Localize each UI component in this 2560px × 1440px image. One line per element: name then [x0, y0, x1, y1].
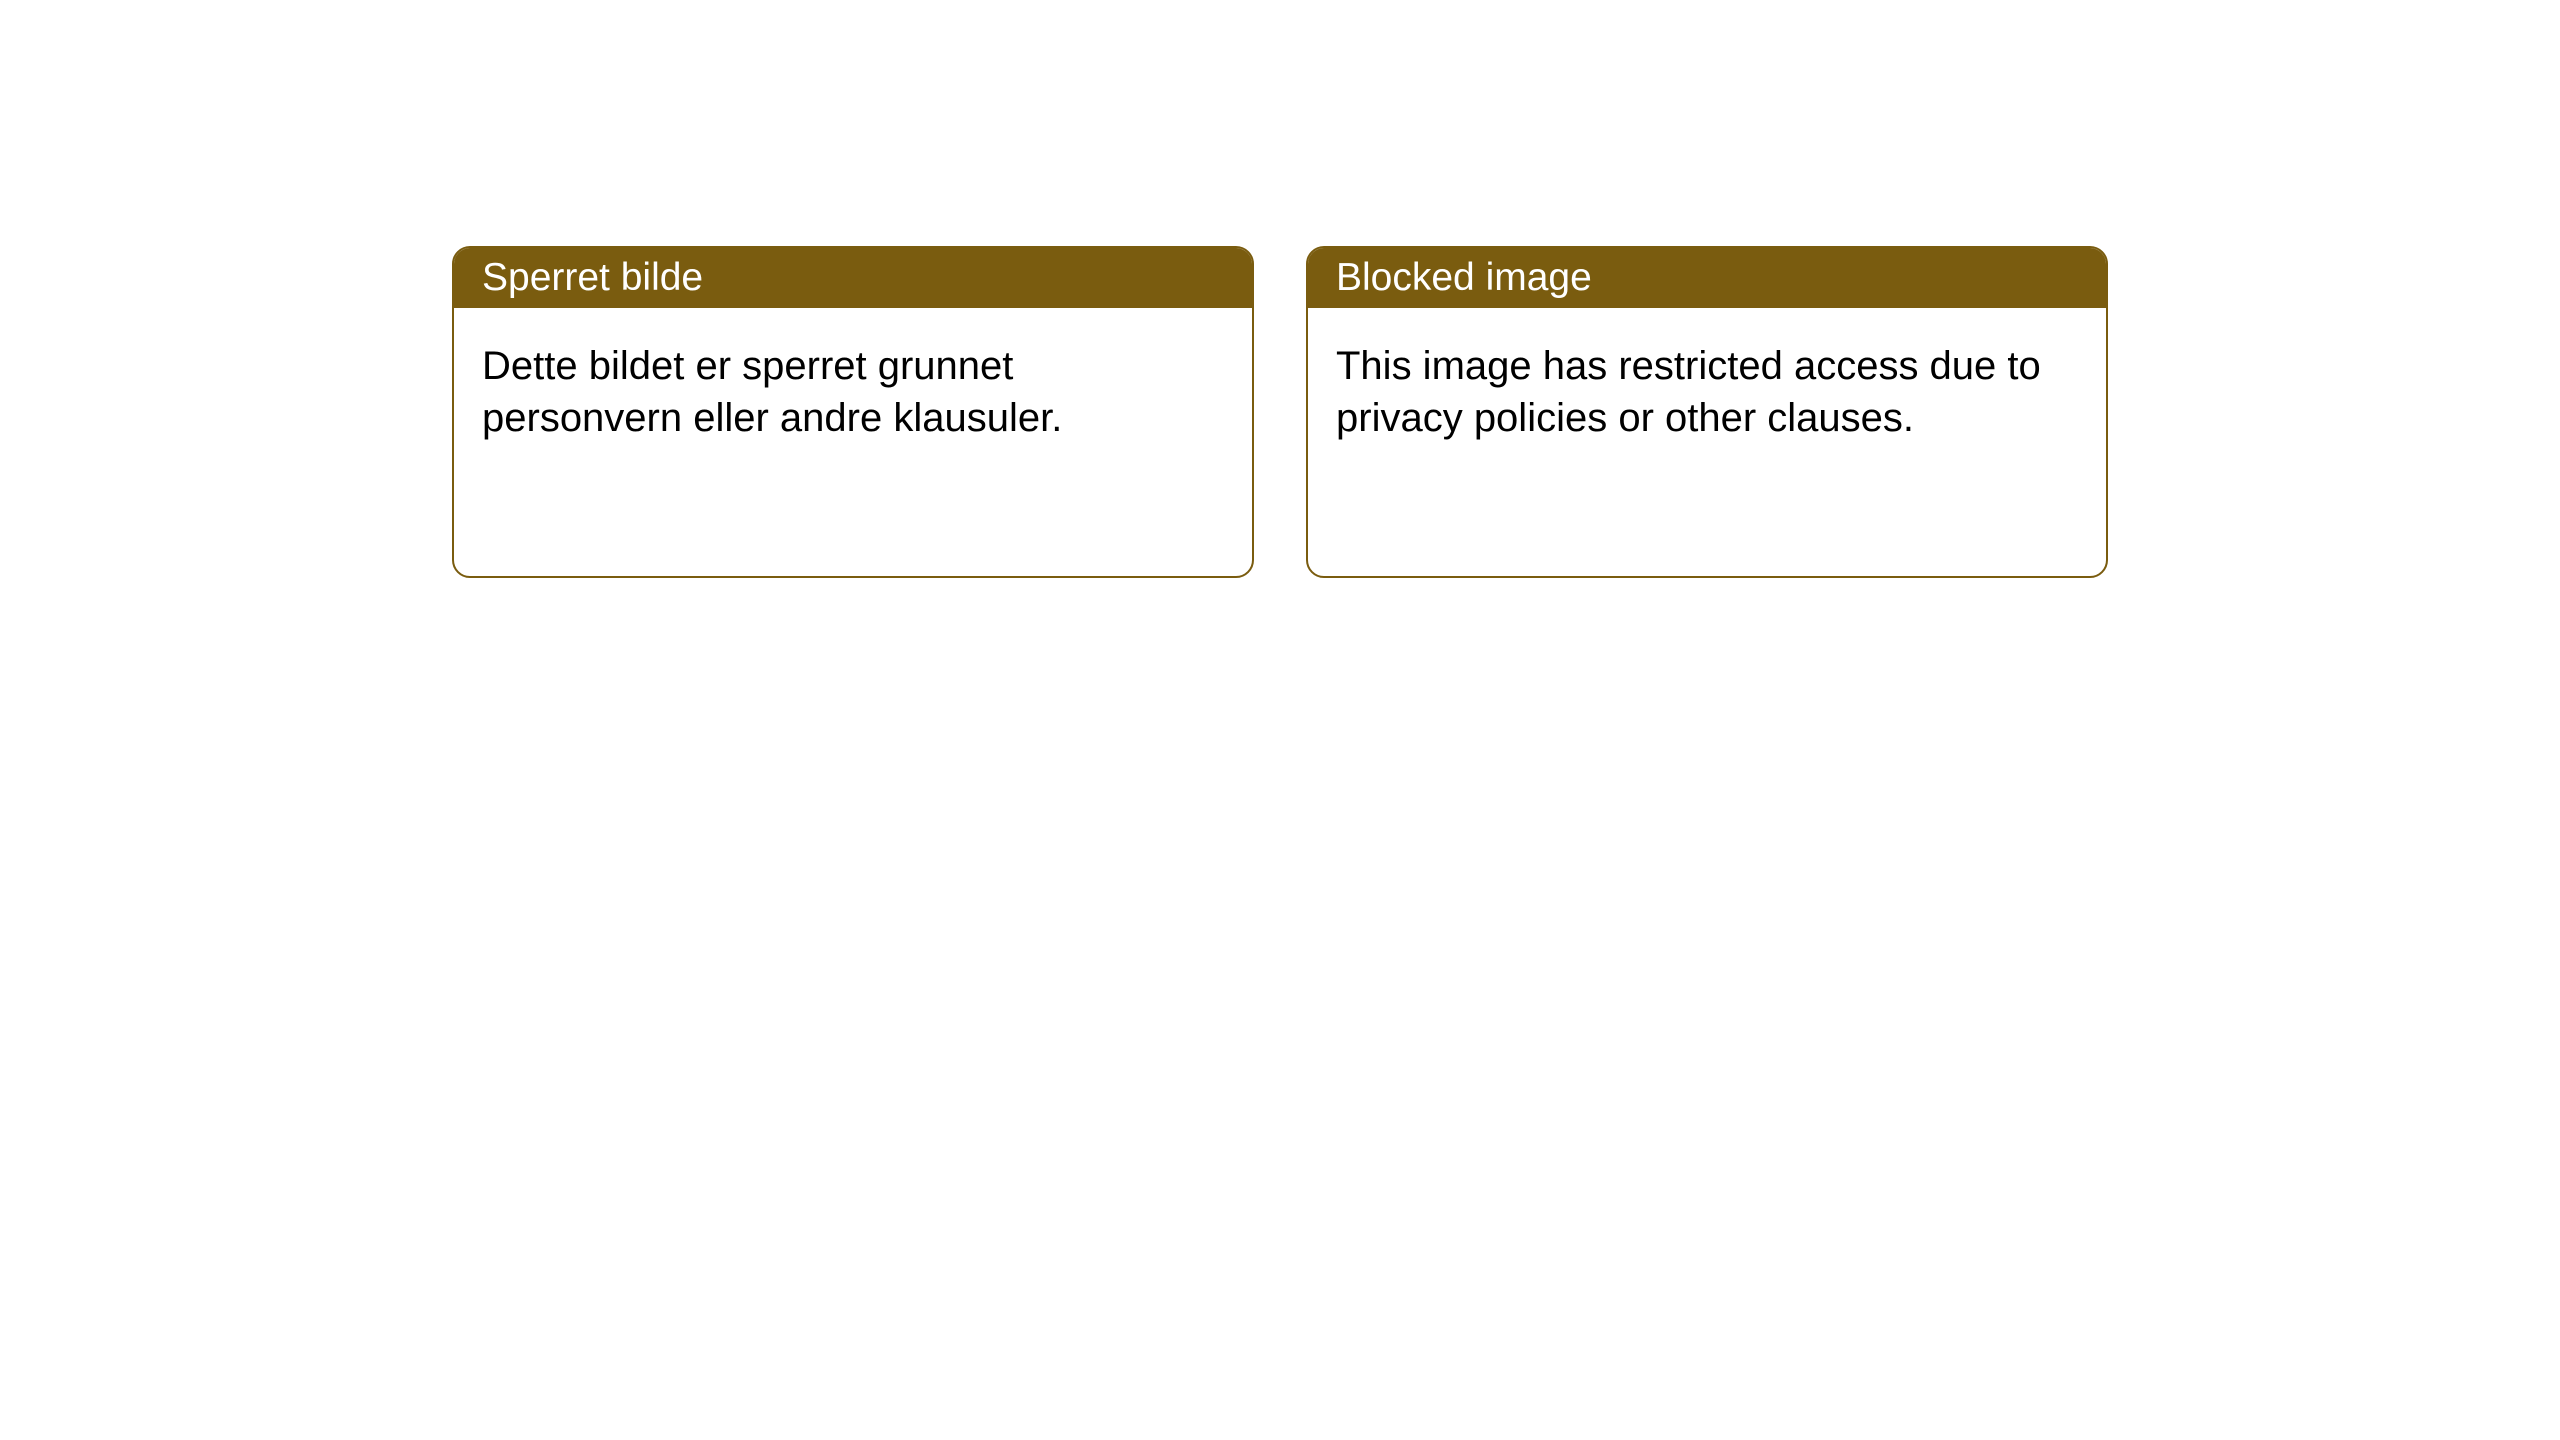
card-header: Sperret bilde — [454, 248, 1252, 308]
notice-card-norwegian: Sperret bilde Dette bildet er sperret gr… — [452, 246, 1254, 578]
notice-card-english: Blocked image This image has restricted … — [1306, 246, 2108, 578]
card-body: Dette bildet er sperret grunnet personve… — [454, 308, 1252, 476]
card-header: Blocked image — [1308, 248, 2106, 308]
card-title: Sperret bilde — [482, 256, 703, 300]
card-body: This image has restricted access due to … — [1308, 308, 2106, 476]
card-body-text: This image has restricted access due to … — [1336, 344, 2041, 440]
card-title: Blocked image — [1336, 256, 1592, 300]
notice-container: Sperret bilde Dette bildet er sperret gr… — [452, 246, 2108, 578]
card-body-text: Dette bildet er sperret grunnet personve… — [482, 344, 1062, 440]
